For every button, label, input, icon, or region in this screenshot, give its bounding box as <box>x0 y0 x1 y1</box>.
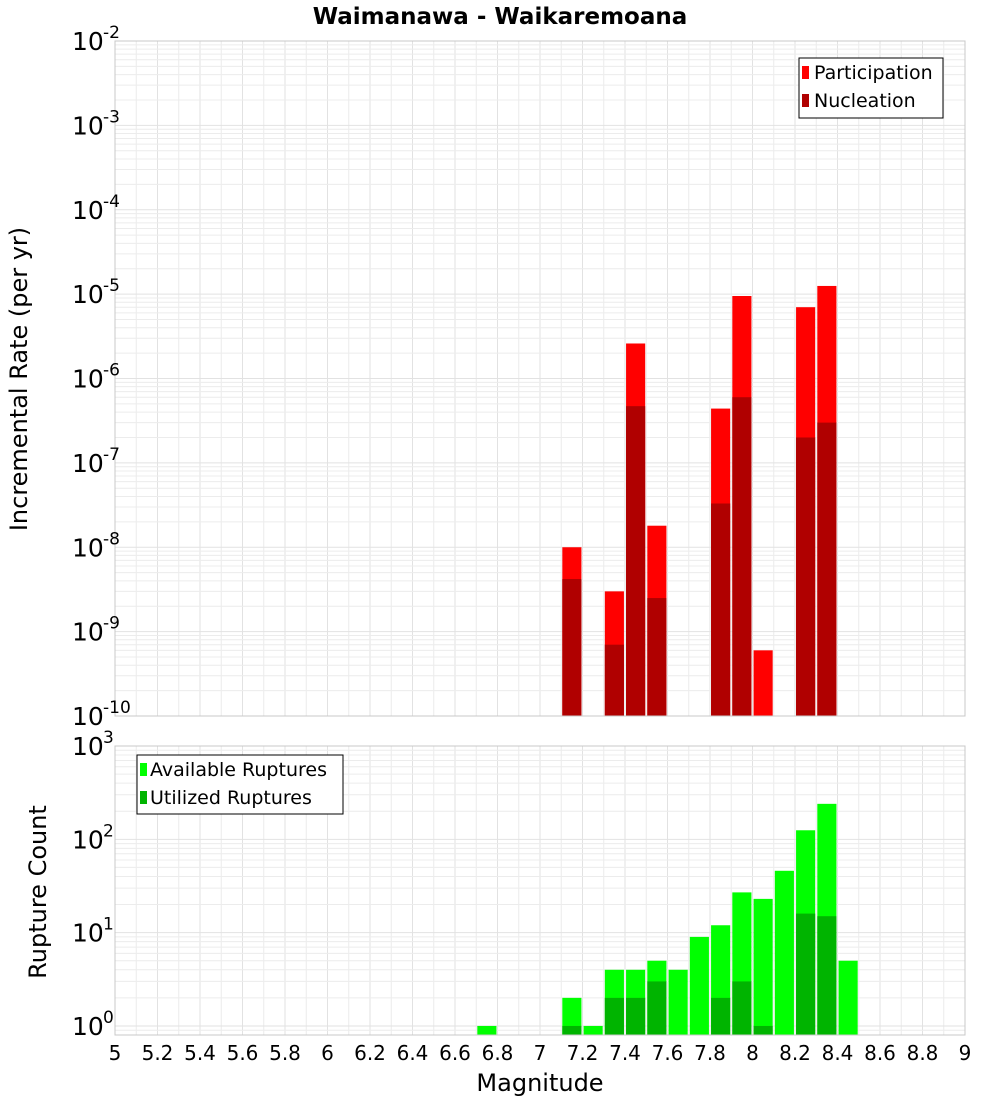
bottom-legend-box <box>136 754 344 815</box>
x-tick-label: 5.6 <box>227 1041 259 1065</box>
bottom-bar-available-ruptures <box>477 1025 497 1035</box>
bottom-bar-available-ruptures <box>689 936 709 1035</box>
top-y-tick-exponent: -7 <box>103 445 120 465</box>
top-y-axis-title: Incremental Rate (per yr) <box>5 227 33 531</box>
bottom-bar-available-ruptures <box>774 870 794 1035</box>
x-tick-label: 6 <box>321 1041 334 1065</box>
bottom-bar-available-ruptures <box>838 960 858 1035</box>
x-tick-label: 5.8 <box>269 1041 301 1065</box>
utilized-ruptures-legend-label: Utilized Ruptures <box>150 787 312 809</box>
bottom-plot-frame <box>114 745 966 1036</box>
top-y-tick-exponent: -2 <box>103 23 120 43</box>
top-y-tick-exponent: -5 <box>103 276 120 296</box>
top-y-tick-exponent: -3 <box>103 107 120 127</box>
bottom-y-tick-exponent: 3 <box>103 728 114 748</box>
x-tick-label: 7.8 <box>694 1041 726 1065</box>
x-axis-ticks: 5 5.2 5.4 5.6 5.8 6 6.2 6.4 6.6 6.8 7 7.2 7.4 7.6 7.8 8… <box>109 1041 972 1065</box>
bottom-legend: Available Ruptures Utilized Ruptures <box>136 754 344 815</box>
nucleation-legend-label: Nucleation <box>814 90 916 112</box>
top-y-tick-exponent: -8 <box>103 529 120 549</box>
top-y-tick-base: 10 <box>72 196 104 225</box>
bottom-y-tick-base: 10 <box>72 825 104 854</box>
x-tick-label: 8.2 <box>779 1041 811 1065</box>
top-y-tick-exponent: -10 <box>103 698 131 718</box>
bottom-y-tick-exponent: 0 <box>103 1008 114 1028</box>
top-bar-nucleation <box>732 397 752 716</box>
bottom-bar-available-ruptures <box>562 997 582 1035</box>
top-y-tick-base: 10 <box>72 111 104 140</box>
bottom-y-tick-base: 10 <box>72 919 104 948</box>
bottom-bar-available-ruptures <box>583 1025 603 1035</box>
bottom-bar-utilized-ruptures <box>753 1025 773 1035</box>
top-y-tick-exponent: -9 <box>103 614 120 634</box>
bottom-bar-utilized-ruptures <box>562 1025 582 1035</box>
top-y-tick-base: 10 <box>72 365 104 394</box>
top-y-tick-exponent: -6 <box>103 361 120 381</box>
bottom-y-axis-title: Rupture Count <box>24 805 52 979</box>
participation-legend-label: Participation <box>814 62 933 84</box>
bottom-y-tick-exponent: 1 <box>103 915 114 935</box>
participation-swatch <box>802 66 809 79</box>
x-tick-label: 8 <box>746 1041 759 1065</box>
bottom-bar-available-ruptures <box>753 898 773 1035</box>
top-bar-nucleation <box>647 598 667 716</box>
bottom-bar-utilized-ruptures <box>796 913 816 1035</box>
available-ruptures-swatch <box>140 763 147 776</box>
top-bar-nucleation <box>817 422 837 716</box>
x-tick-label: 6.4 <box>397 1041 429 1065</box>
x-tick-label: 7 <box>534 1041 547 1065</box>
x-tick-label: 6.6 <box>439 1041 471 1065</box>
x-tick-label: 6.2 <box>354 1041 386 1065</box>
bottom-bar-utilized-ruptures <box>626 997 646 1035</box>
bottom-bar-utilized-ruptures <box>604 997 624 1035</box>
bottom-bar-utilized-ruptures <box>647 981 667 1035</box>
top-y-tick-base: 10 <box>72 702 104 731</box>
x-tick-label: 8.6 <box>864 1041 896 1065</box>
chart-title: Waimanawa - Waikaremoana <box>313 4 688 30</box>
bottom-panel-bars <box>477 803 858 1035</box>
x-tick-label: 8.4 <box>822 1041 854 1065</box>
top-bar-nucleation <box>796 437 816 716</box>
top-y-tick-base: 10 <box>72 618 104 647</box>
top-panel-bars <box>562 285 837 716</box>
bottom-y-tick-base: 10 <box>72 1012 104 1041</box>
bottom-bar-utilized-ruptures <box>732 981 752 1035</box>
top-bar-nucleation <box>626 406 646 716</box>
x-tick-label: 9 <box>959 1041 972 1065</box>
x-tick-label: 5.2 <box>142 1041 174 1065</box>
x-tick-label: 7.4 <box>609 1041 641 1065</box>
x-tick-label: 8.8 <box>907 1041 939 1065</box>
bottom-y-tick-exponent: 2 <box>103 821 114 841</box>
x-tick-label: 6.8 <box>482 1041 514 1065</box>
x-tick-label: 5 <box>109 1041 122 1065</box>
top-bar-nucleation <box>562 579 582 716</box>
available-ruptures-legend-label: Available Ruptures <box>150 759 327 781</box>
bottom-bar-utilized-ruptures <box>711 997 731 1035</box>
top-plot-frame <box>114 40 966 717</box>
top-y-tick-base: 10 <box>72 449 104 478</box>
top-y-tick-base: 10 <box>72 280 104 309</box>
bottom-bar-available-ruptures <box>668 969 688 1035</box>
x-tick-label: 5.4 <box>184 1041 216 1065</box>
top-y-tick-exponent: -4 <box>103 192 120 212</box>
top-y-tick-base: 10 <box>72 533 104 562</box>
top-y-tick-base: 10 <box>72 27 104 56</box>
top-bar-nucleation <box>604 644 624 716</box>
bottom-y-tick-base: 10 <box>72 732 104 761</box>
x-axis-title: Magnitude <box>476 1069 603 1097</box>
top-bar-participation <box>753 650 773 716</box>
utilized-ruptures-swatch <box>140 791 147 804</box>
x-tick-label: 7.6 <box>652 1041 684 1065</box>
top-legend-box <box>798 57 944 119</box>
bottom-bar-utilized-ruptures <box>817 916 837 1035</box>
nucleation-swatch <box>802 94 809 107</box>
top-legend: Participation Nucleation <box>798 57 944 119</box>
top-panel-grid <box>114 41 966 717</box>
top-bar-nucleation <box>711 503 731 716</box>
x-tick-label: 7.2 <box>567 1041 599 1065</box>
